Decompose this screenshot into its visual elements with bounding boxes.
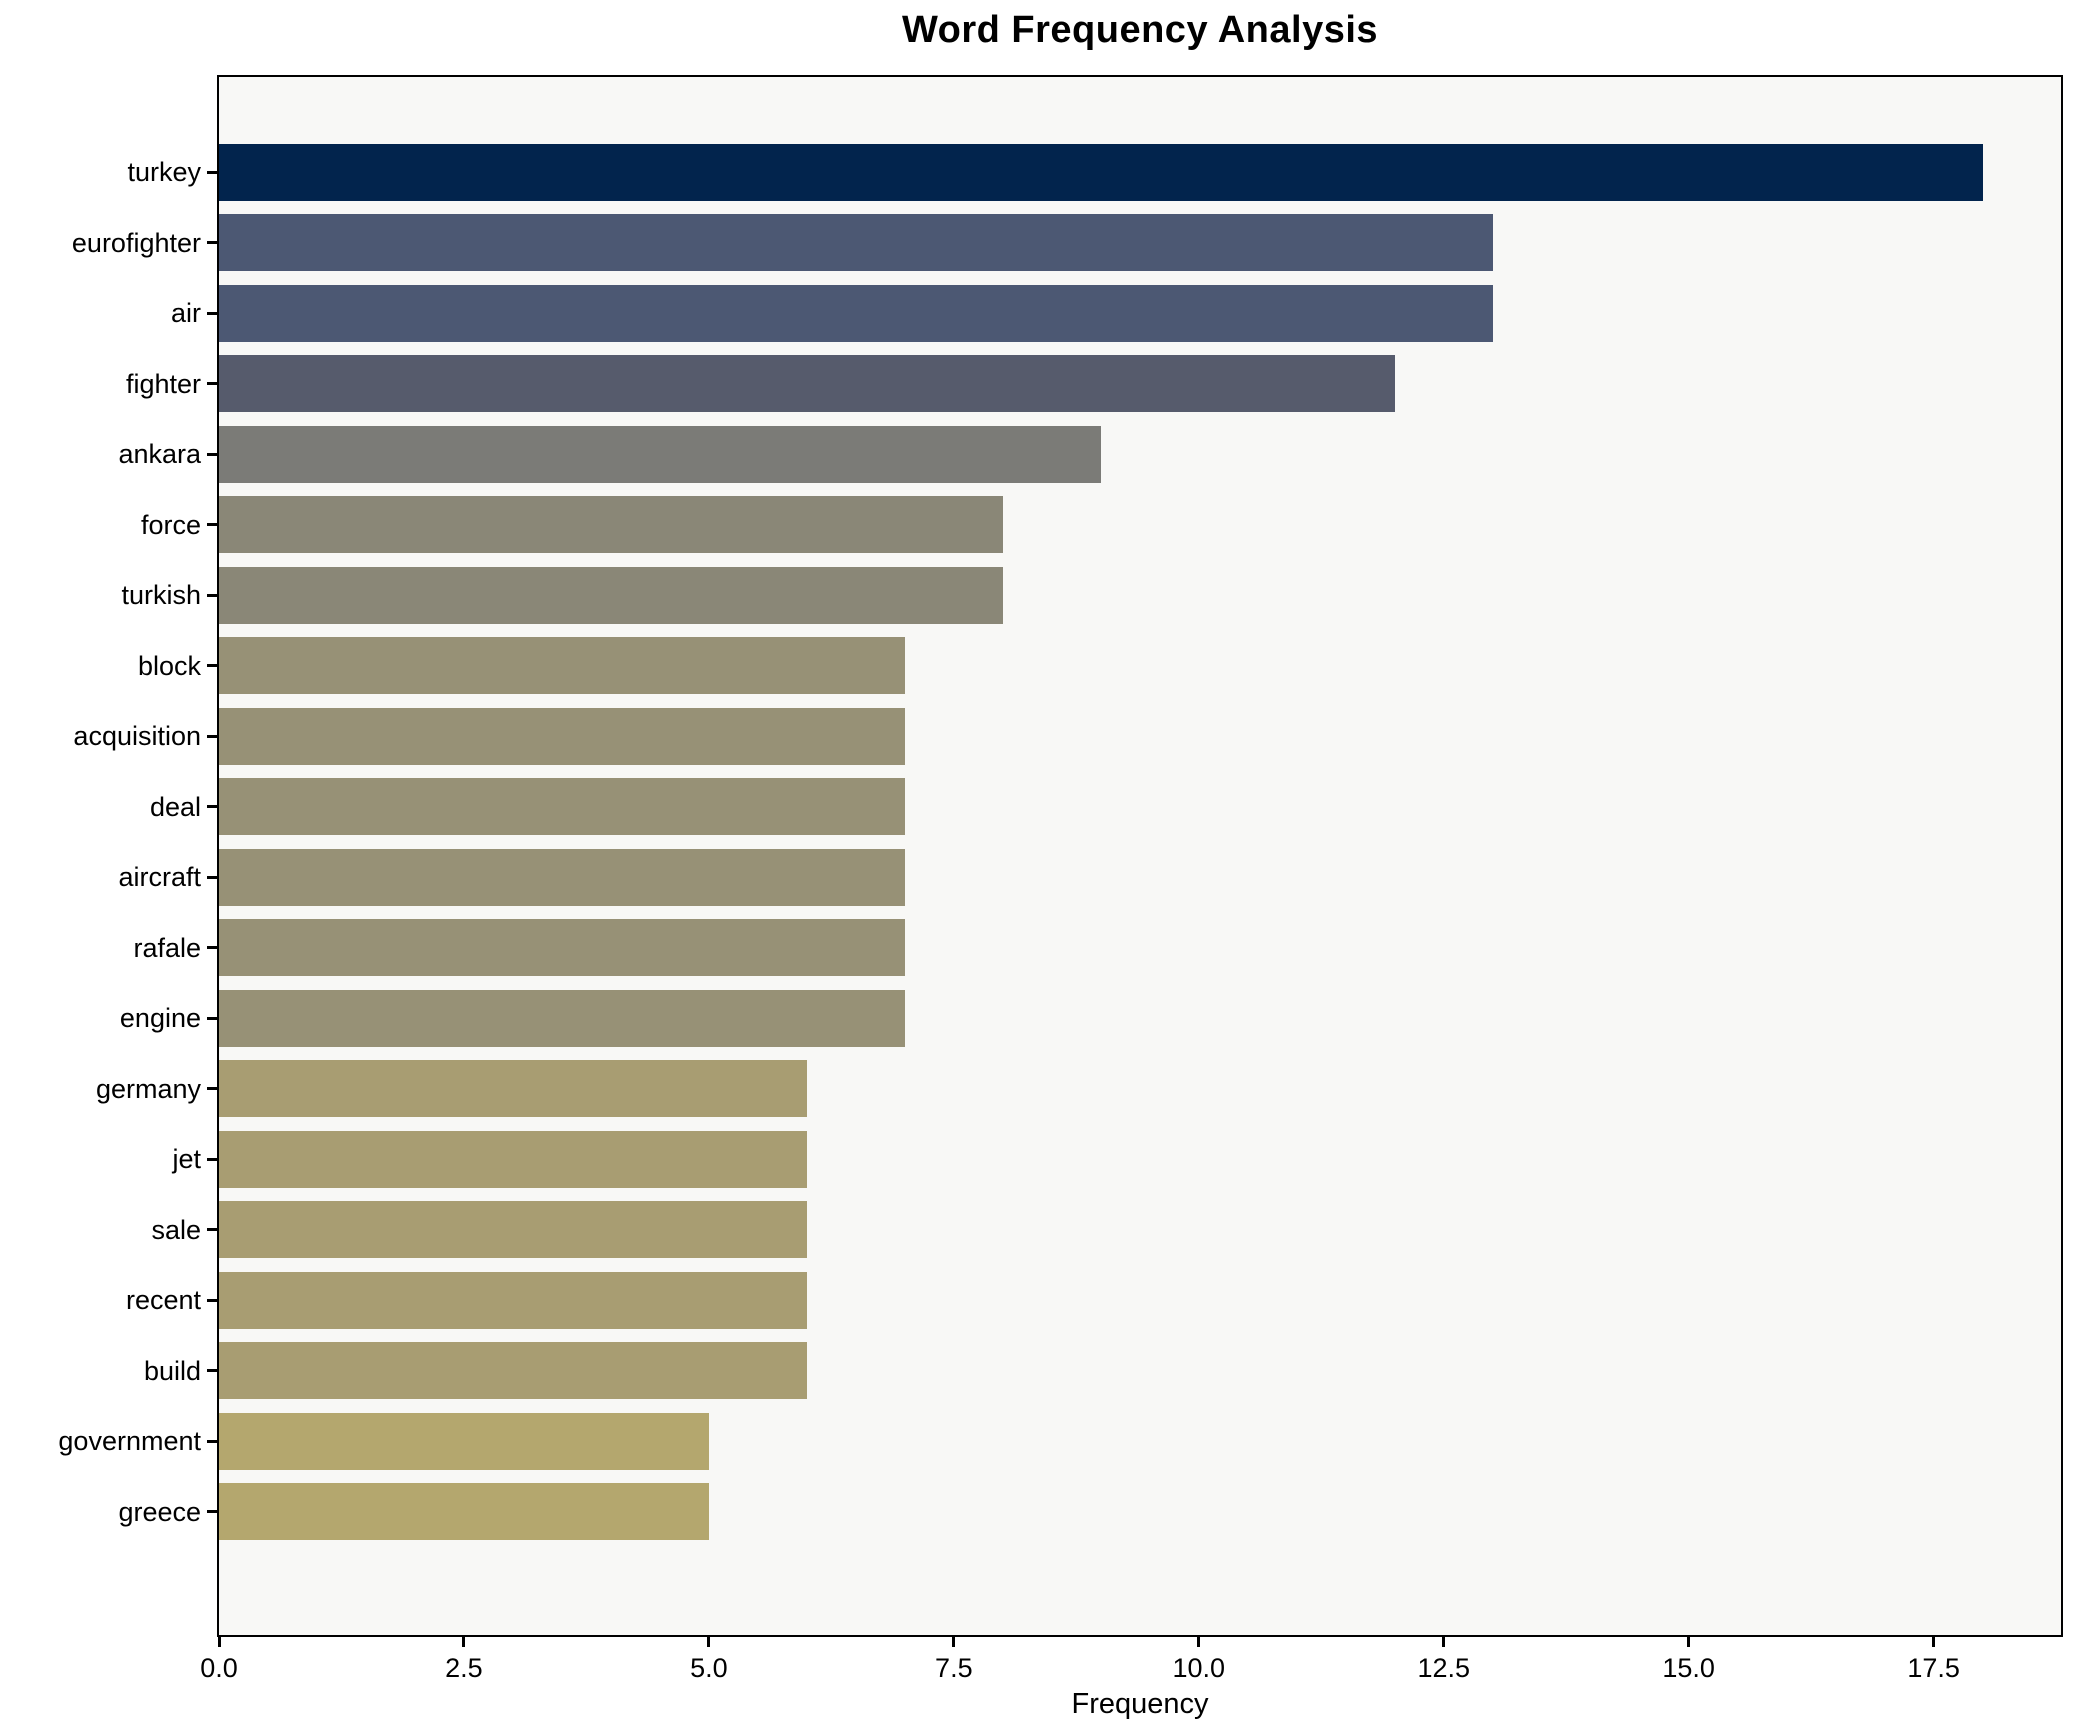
bar-germany — [219, 1060, 807, 1117]
y-tick-label: sale — [151, 1214, 201, 1245]
bar-rafale — [219, 919, 905, 976]
x-tick-mark — [952, 1637, 956, 1647]
plot-area — [217, 75, 2063, 1637]
y-tick-mark — [207, 1439, 217, 1443]
bar-ankara — [219, 425, 1101, 483]
y-tick-mark — [207, 805, 217, 808]
y-tick-mark — [207, 452, 217, 456]
y-tick-label: engine — [119, 1003, 201, 1033]
bar-aircraft — [219, 848, 905, 906]
x-tick-label: 17.5 — [1907, 1653, 1960, 1683]
y-tick-mark — [207, 734, 217, 738]
x-tick-label: 7.5 — [935, 1653, 973, 1683]
y-tick-label: eurofighter — [71, 227, 201, 258]
y-tick-label: rafale — [133, 932, 201, 963]
y-tick-mark — [207, 1369, 217, 1372]
y-tick-label: turkish — [121, 580, 201, 610]
y-tick-mark — [207, 1298, 217, 1302]
y-tick-mark — [207, 593, 217, 597]
x-tick-mark — [707, 1637, 711, 1647]
y-tick-mark — [207, 241, 217, 244]
x-tick-label: 12.5 — [1417, 1653, 1470, 1683]
y-tick-label: aircraft — [118, 862, 201, 892]
bar-government — [219, 1412, 709, 1470]
bar-greece — [219, 1483, 709, 1540]
y-tick-label: force — [140, 509, 201, 540]
y-tick-mark — [207, 875, 217, 879]
x-tick-label: 2.5 — [445, 1653, 483, 1683]
x-tick-mark — [217, 1637, 221, 1647]
x-tick-label: 0.0 — [200, 1653, 238, 1683]
y-tick-mark — [207, 1228, 217, 1231]
y-tick-mark — [207, 664, 217, 667]
x-tick-mark — [1687, 1637, 1691, 1647]
bar-turkish — [219, 566, 1003, 624]
x-tick-mark — [1932, 1637, 1936, 1647]
y-tick-mark — [207, 946, 217, 949]
y-tick-mark — [207, 1510, 217, 1513]
y-tick-label: build — [143, 1355, 201, 1386]
bar-turkey — [219, 143, 1983, 201]
y-tick-label: recent — [125, 1285, 201, 1315]
bar-acquisition — [219, 707, 905, 765]
y-tick-mark — [207, 1087, 217, 1090]
bar-deal — [219, 778, 905, 835]
y-tick-mark — [207, 523, 217, 526]
bar-fighter — [219, 355, 1395, 412]
bar-block — [219, 637, 905, 694]
y-tick-label: block — [137, 650, 201, 681]
x-tick-label: 15.0 — [1662, 1653, 1715, 1683]
bar-force — [219, 496, 1003, 553]
x-tick-mark — [1442, 1637, 1446, 1647]
bar-jet — [219, 1130, 807, 1188]
x-tick-mark — [1197, 1637, 1201, 1647]
bar-air — [219, 284, 1493, 342]
y-tick-label: ankara — [118, 439, 201, 469]
y-tick-label: greece — [118, 1496, 201, 1527]
y-tick-label: turkey — [127, 157, 201, 187]
y-tick-mark — [207, 1157, 217, 1161]
y-tick-mark — [207, 170, 217, 174]
y-tick-label: deal — [149, 791, 201, 822]
bar-recent — [219, 1271, 807, 1329]
y-tick-label: air — [170, 298, 201, 328]
bar-sale — [219, 1201, 807, 1258]
y-tick-label: germany — [95, 1073, 201, 1104]
y-tick-label: government — [58, 1426, 201, 1456]
y-tick-mark — [207, 382, 217, 385]
y-tick-mark — [207, 1016, 217, 1020]
x-tick-mark — [462, 1637, 466, 1647]
y-tick-label: jet — [172, 1144, 201, 1174]
chart-title: Word Frequency Analysis — [901, 9, 1379, 51]
bar-engine — [219, 989, 905, 1047]
y-tick-mark — [207, 311, 217, 315]
x-axis-title: Frequency — [1071, 1688, 1209, 1720]
bar-build — [219, 1342, 807, 1399]
y-tick-label: fighter — [125, 368, 201, 399]
x-tick-label: 5.0 — [690, 1653, 728, 1683]
y-tick-label: acquisition — [73, 721, 201, 751]
x-tick-label: 10.0 — [1172, 1653, 1226, 1683]
bar-eurofighter — [219, 214, 1493, 271]
